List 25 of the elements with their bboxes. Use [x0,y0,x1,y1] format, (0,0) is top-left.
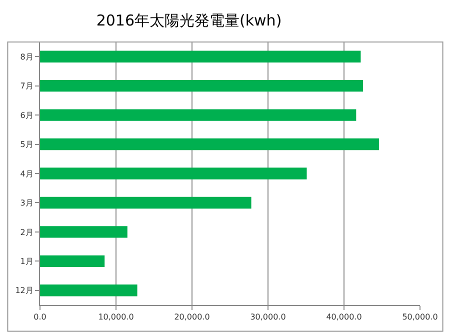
x-tick-label: 40,000.0 [326,312,362,322]
x-tick-label: 50,000.0 [402,312,438,322]
bar [40,226,128,238]
y-tick-label: 4月 [20,169,34,178]
bar [40,80,363,92]
bar [40,168,307,180]
bar [40,138,379,150]
y-tick-label: 1月 [20,256,34,266]
x-tick-label: 30,000.0 [250,312,286,322]
bar [40,255,105,268]
y-tick-label: 5月 [20,140,34,150]
x-tick-label: 10,000.0 [98,312,134,322]
chart-title: 2016年太陽光発電量(kwh) [96,11,282,30]
bar [40,50,361,62]
y-tick-label: 7月 [20,82,34,91]
x-tick-label: 0.0 [34,312,46,322]
bar [40,109,356,121]
bar [40,196,252,209]
y-tick-label: 2月 [20,228,34,237]
x-tick-label: 20,000.0 [174,312,210,322]
y-tick-label: 3月 [20,198,34,208]
bar [40,284,138,296]
y-tick-label: 12月 [15,286,34,296]
y-tick-label: 6月 [20,110,34,120]
y-tick-label: 8月 [20,52,34,62]
